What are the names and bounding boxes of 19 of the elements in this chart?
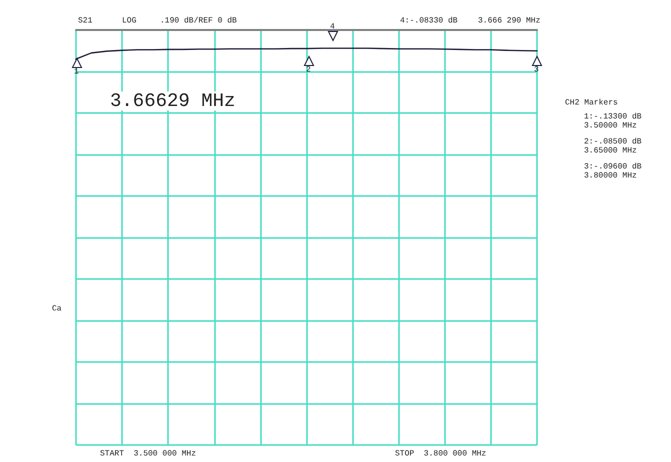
text: .190 dB/REF 0 dB xyxy=(160,16,238,26)
text: LOG xyxy=(122,16,137,26)
text: 3.66629 MHz xyxy=(110,90,236,112)
text: 2:-.08500 dB xyxy=(584,138,642,146)
annotation: 4 xyxy=(330,22,335,32)
text: 3.80000 MHz xyxy=(584,172,638,180)
text: 4:-.08330 dB xyxy=(400,16,458,26)
text: Ca xyxy=(52,304,62,314)
text: 1 xyxy=(74,68,79,76)
text: 3:-.09600 dB xyxy=(584,162,642,172)
text: 1:-.13300 dB xyxy=(584,112,642,122)
text: 3.50000 MHz xyxy=(584,122,638,130)
text: STOP 3.800 000 MHz xyxy=(395,450,486,458)
text: 3.666 290 MHz xyxy=(478,16,541,26)
text: CH2 Markers xyxy=(565,98,618,108)
text: 3.65000 MHz xyxy=(584,146,638,156)
text: START 3.500 000 MHz xyxy=(100,450,196,458)
text: 3 xyxy=(534,66,539,74)
text: S21 xyxy=(78,16,93,26)
